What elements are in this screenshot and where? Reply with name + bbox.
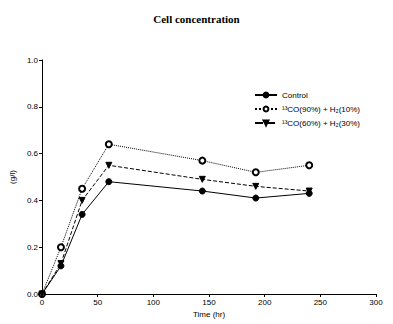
svg-text:0.8: 0.8 [27, 102, 39, 111]
svg-text:0: 0 [40, 298, 45, 307]
svg-text:150: 150 [202, 298, 216, 307]
svg-text:(g/l): (g/l) [8, 170, 17, 184]
svg-text:100: 100 [147, 298, 161, 307]
svg-text:Cell concentration: Cell concentration [153, 13, 239, 25]
svg-text:200: 200 [258, 298, 272, 307]
svg-text:¹³CO(90%) + H₂(10%): ¹³CO(90%) + H₂(10%) [282, 105, 360, 114]
svg-text:Control: Control [282, 91, 308, 100]
svg-text:0.4: 0.4 [27, 196, 39, 205]
svg-text:300: 300 [369, 298, 383, 307]
svg-text:¹³CO(60%) + H₂(30%): ¹³CO(60%) + H₂(30%) [282, 119, 360, 128]
svg-text:Time (hr): Time (hr) [193, 310, 225, 319]
svg-text:0.0: 0.0 [27, 290, 39, 299]
svg-text:250: 250 [314, 298, 328, 307]
svg-text:1.0: 1.0 [27, 56, 39, 65]
svg-text:0.6: 0.6 [27, 149, 39, 158]
svg-text:50: 50 [93, 298, 102, 307]
svg-text:0.2: 0.2 [27, 243, 39, 252]
